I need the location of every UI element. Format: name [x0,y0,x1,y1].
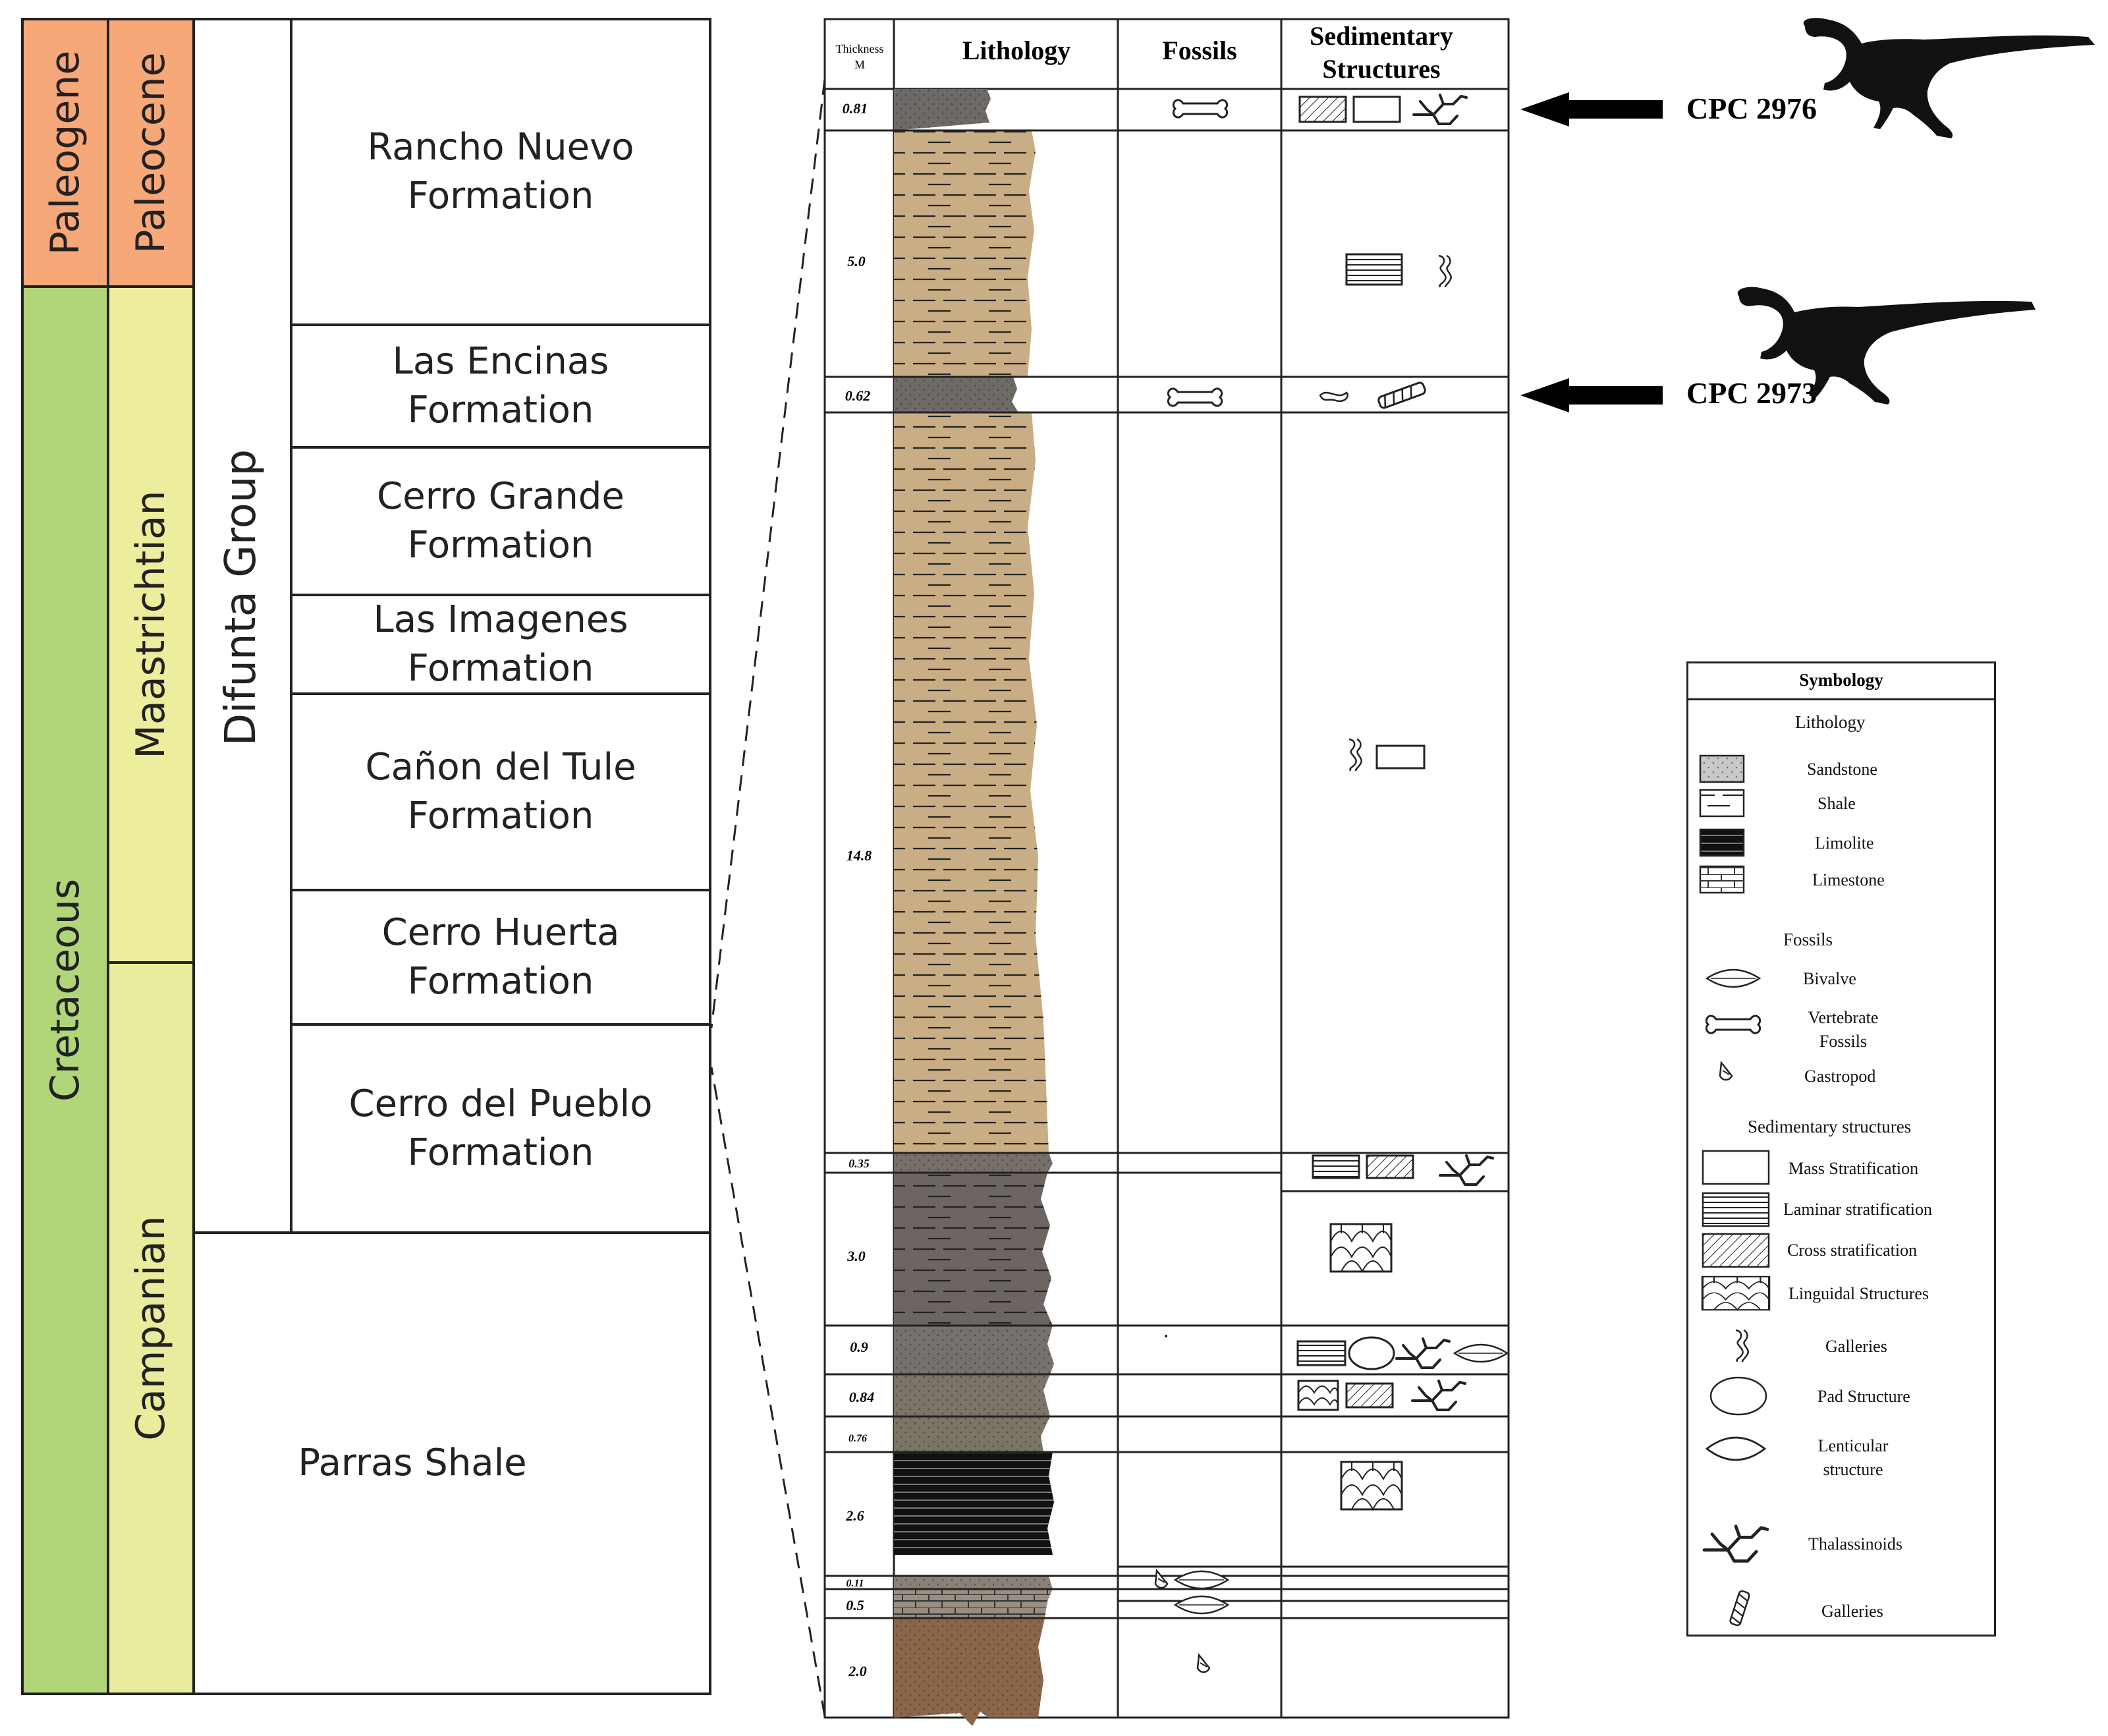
mass-stratification-icon [1352,96,1401,123]
legend-label: Shale [1817,794,1856,813]
period-paleogene: Paleogene [21,18,109,288]
fossils-symbols [1154,99,1229,1673]
symbology-legend: Symbology Lithology Sandstone Shale Limo… [1686,661,1996,1637]
galleries-tube-icon [1377,381,1426,409]
legend-label: Galleries [1821,1602,1883,1621]
bone-icon [1705,1015,1761,1034]
bone-icon [1172,99,1229,119]
thickness-label: 0.81 [843,100,868,117]
formation-label: Las Imagenes Formation [373,598,628,690]
pad-structure-icon [1348,1336,1395,1370]
bed-boundaries [825,129,1509,1619]
thickness-labels: 0.81 5.0 0.62 14.8 0.35 3.0 0.9 0.84 0.7… [843,100,875,1679]
thickness-label: 0.11 [846,1578,864,1589]
linguidal-structures-icon [1297,1380,1339,1411]
theropod-silhouette-icon [1737,287,2036,405]
legend-label: Bivalve [1803,969,1856,988]
formation-label: Cerro Huerta Formation [381,911,620,1003]
specimen-label: CPC 2976 [1686,92,1817,125]
stage-campanian: Campanian [107,961,195,1695]
formation-label: Parras Shale [298,1442,527,1484]
mass-stratification-icon [1702,1150,1770,1185]
laminar-stratification-icon [1702,1192,1770,1227]
thickness-label: 0.76 [848,1433,867,1444]
thickness-label: 0.35 [848,1157,870,1170]
formation-label: Rancho Nuevo Formation [367,126,634,217]
laminar-stratification-icon [1312,1154,1360,1179]
thickness-label: 14.8 [846,847,872,864]
header-structures: Sedimentary Structures [1310,21,1453,84]
theropod-silhouette-icon [1803,18,2095,139]
pad-icon [1319,391,1348,403]
bed-limolite [894,1452,1054,1555]
legend-label: Linguidal Structures [1789,1284,1929,1303]
legend-section-heading: Sedimentary structures [1748,1117,1912,1136]
legend-label: Gastropod [1804,1067,1876,1086]
thickness-label: 0.84 [849,1389,875,1405]
bivalve-icon [1706,968,1761,988]
thickness-label: 2.6 [845,1507,864,1524]
header-lithology: Lithology [962,36,1070,65]
legend-title: Symbology [1799,670,1883,690]
galleries-tube-icon [1729,1590,1750,1627]
formation-cerro-del-pueblo: Cerro del Pueblo Formation [290,1023,711,1234]
header-thickness: Thickness M [836,42,884,71]
laminar-stratification-icon [1296,1340,1346,1366]
legend-label: Limolite [1815,833,1874,853]
lenticular-structure-icon [1705,1436,1767,1461]
cross-stratification-icon [1345,1382,1394,1409]
legend-label: Laminar stratification [1783,1200,1932,1219]
limolite-pattern-icon [1699,828,1745,857]
laminar-stratification-icon [1345,253,1403,286]
cross-stratification-icon [1702,1233,1770,1268]
thickness-label: 0.62 [845,387,871,404]
thickness-label: 0.9 [850,1339,868,1355]
linguidal-structures-icon [1329,1223,1393,1273]
legend-label: Limestone [1812,870,1885,889]
header-fossils: Fossils [1162,36,1236,65]
thickness-label: 0.5 [846,1597,864,1613]
legend-section-heading: Fossils [1783,930,1833,949]
thalassinoids-icon [1704,1526,1767,1561]
linguidal-structures-icon [1340,1461,1403,1511]
lithology-beds [894,89,1054,1726]
legend-label: Sandstone [1807,760,1877,779]
formation-parras-shale: Parras Shale [192,1231,711,1695]
legend-symbols [1699,754,1771,1627]
legend-label: Cross stratification [1787,1241,1918,1260]
pad-structure-icon [1709,1376,1767,1416]
specimen-label: CPC 2973 [1686,376,1817,410]
thickness-label: 3.0 [846,1248,866,1264]
legend-label: Thalassinoids [1808,1534,1902,1554]
legend-label: Mass Stratification [1789,1159,1919,1178]
legend-label: Vertebrate Fossils [1808,1008,1879,1051]
cross-stratification-icon [1298,96,1347,123]
correlation-lines [710,78,826,1717]
formation-label: Cerro Grande Formation [377,475,624,567]
bone-icon [1167,387,1223,407]
legend-label: Lenticular structure [1817,1436,1889,1479]
legend-section-heading: Lithology [1795,712,1866,732]
mass-stratification-icon [1375,744,1426,770]
formation-label: Las Encinas Formation [392,340,609,432]
specimen-arrow-2973 [1520,378,1663,412]
structure-symbols [1296,94,1509,1511]
cross-stratification-icon [1366,1154,1414,1179]
formation-label: Cañon del Tule Formation [365,746,636,837]
specimen-arrow-2976 [1520,92,1663,126]
specimen-markers: CPC 2976 CPC 2973 [1520,92,1817,412]
galleries-icon [1734,1329,1749,1363]
gastropod-icon [1719,1061,1733,1081]
thickness-label: 2.0 [848,1663,867,1679]
formation-las-encinas: Las Encinas Formation [290,323,711,449]
legend-label: Galleries [1825,1337,1887,1356]
formation-label: Cerro del Pueblo Formation [348,1082,653,1174]
legend-label: Pad Structure [1817,1387,1910,1406]
period-cretaceous: Cretaceous [21,285,109,1695]
thickness-label: 5.0 [847,253,866,269]
linguidal-structures-icon [1701,1275,1771,1311]
